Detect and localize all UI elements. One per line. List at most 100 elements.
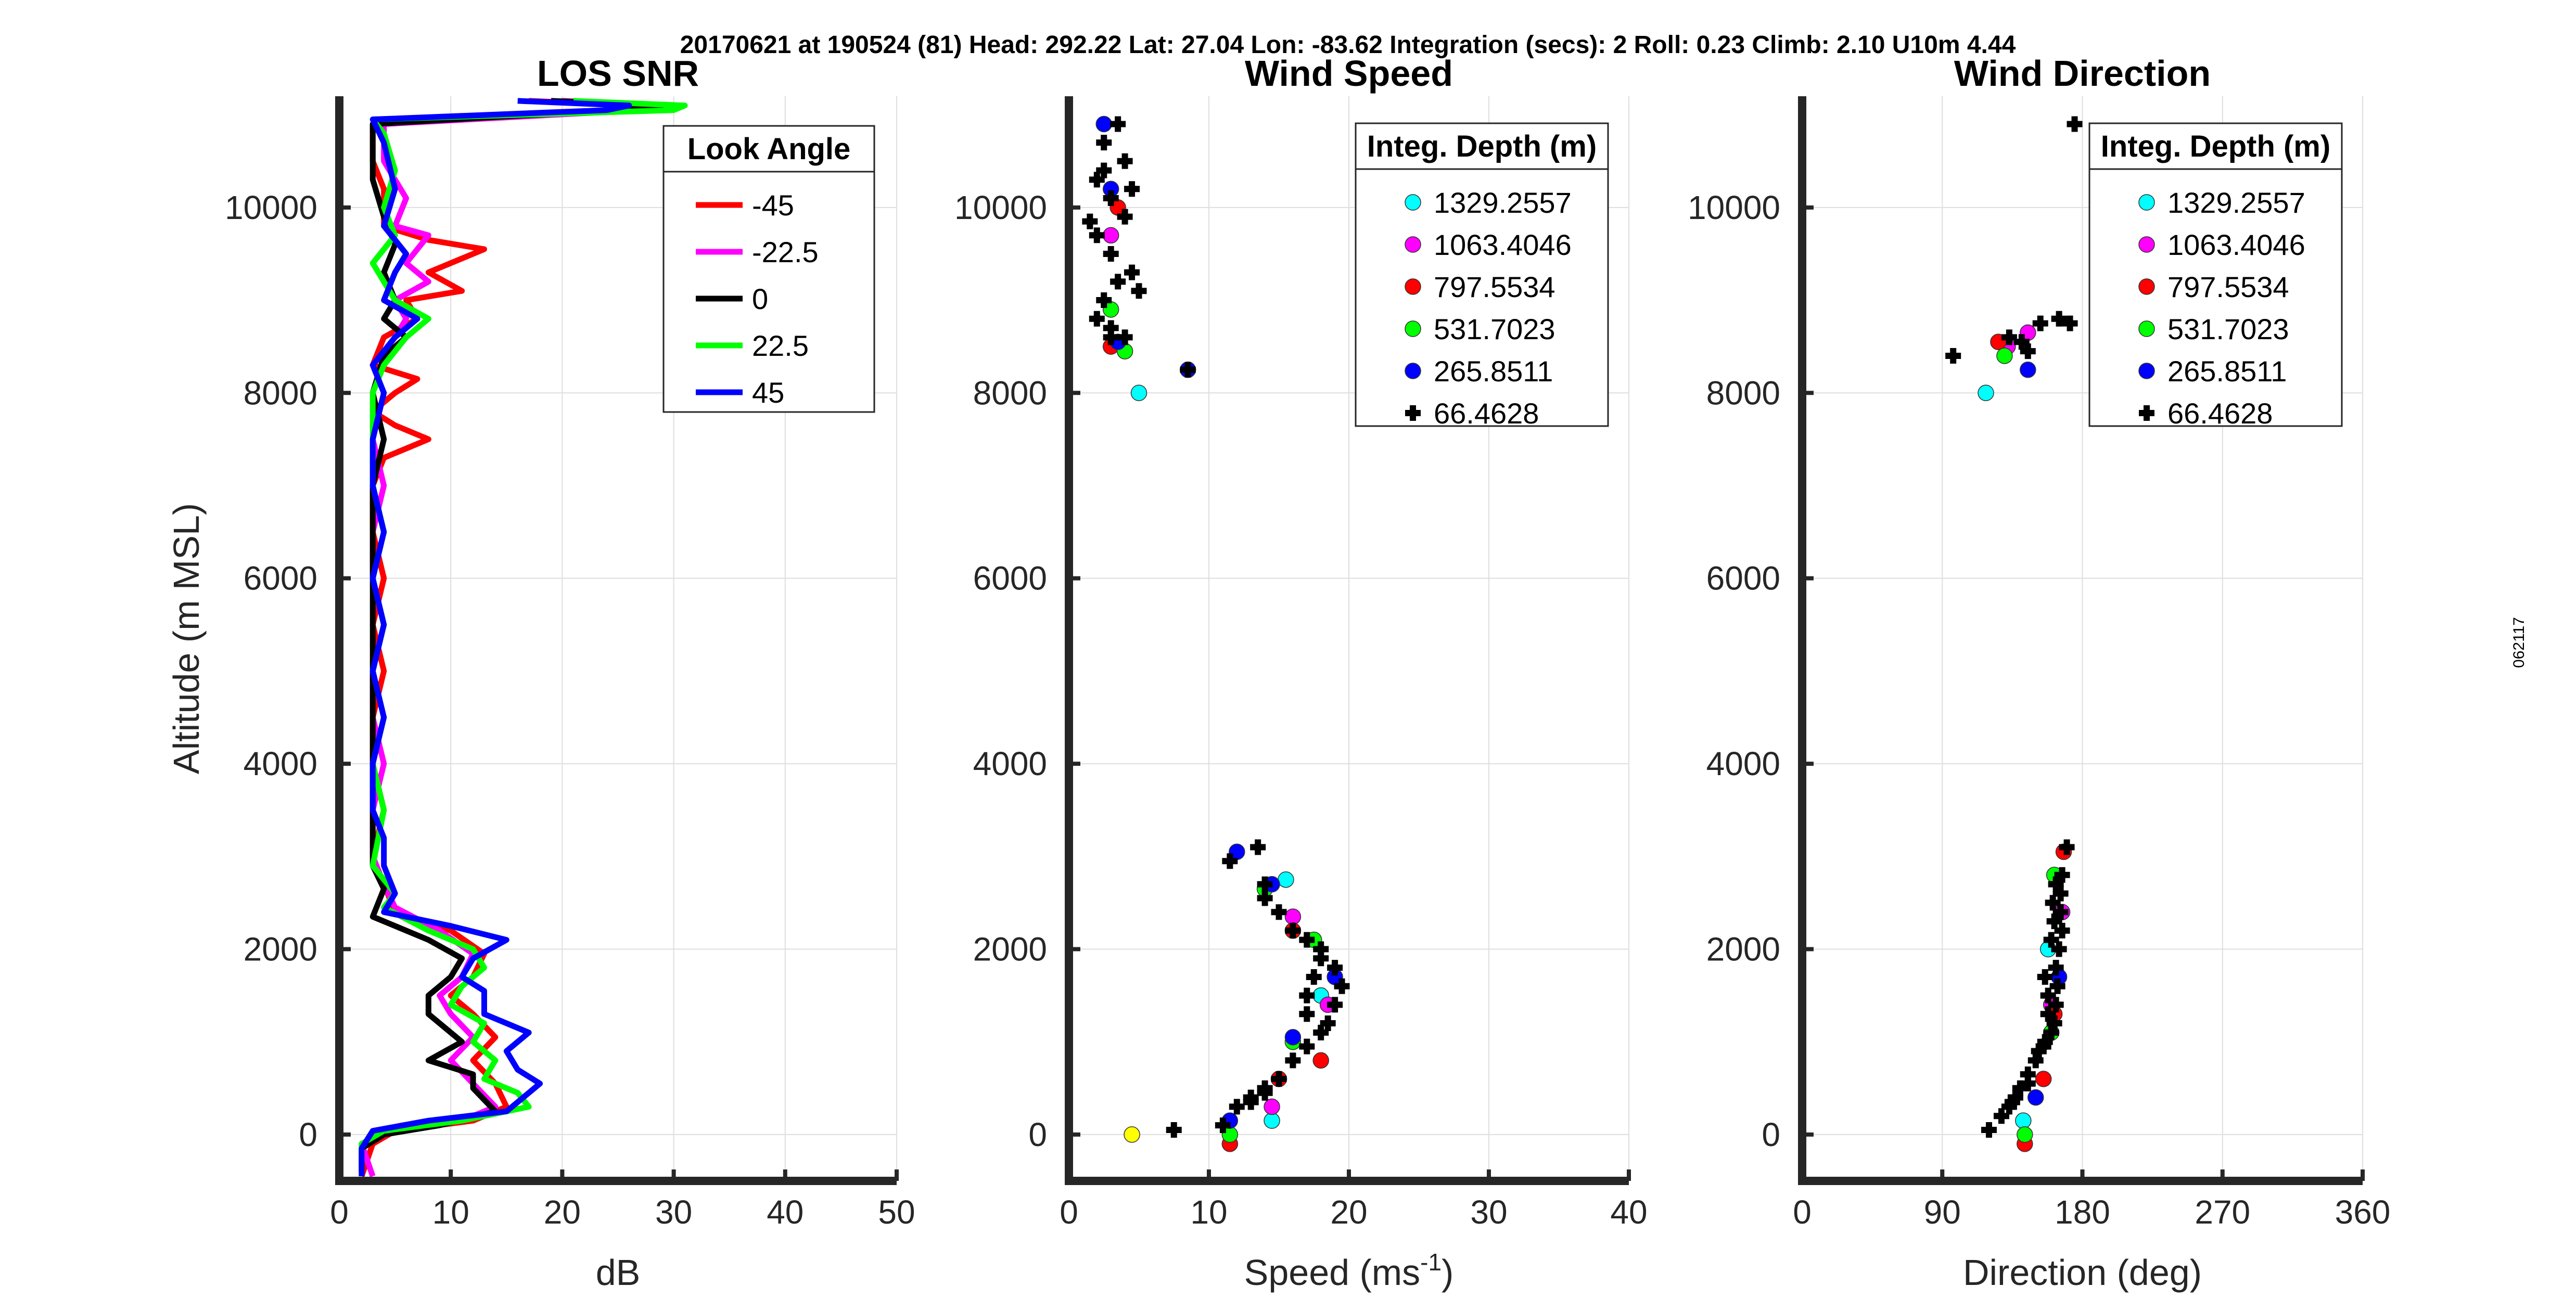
speed-series (1082, 115, 1350, 1152)
direction-legend-label: 1063.4046 (2167, 228, 2305, 261)
speed-point-66.4628 (1180, 362, 1196, 378)
direction-point-66.4628 (2004, 1094, 2020, 1110)
speed-legend-label: 797.5534 (1434, 271, 1555, 303)
snr-panel: 0 10 20 30 40 50 0 2000 4000 6000 8000 10000 LOS SNR… (166, 53, 915, 1293)
speed-point-66.4628 (1313, 1024, 1329, 1040)
speed-point-66.4628 (1334, 978, 1350, 994)
direction-legend-swatch (2139, 405, 2154, 421)
speed-point-265.8511 (1095, 115, 1112, 133)
speed-point-797.5534 (1312, 1052, 1329, 1069)
direction-point-66.4628 (2001, 329, 2017, 345)
direction-legend-title: Integ. Depth (m) (2101, 130, 2330, 163)
speed-ticks: 0 10 20 30 40 0 2000 4000 6000 8000 10000 (954, 189, 1648, 1231)
direction-point-66.4628 (2048, 876, 2064, 892)
snr-line-45 (359, 98, 632, 1177)
speed-point-66.4628 (1271, 1071, 1287, 1087)
direction-legend-label: 531.7023 (2167, 313, 2289, 345)
snr-ticks: 0 10 20 30 40 50 0 2000 4000 6000 8000 10000 (225, 189, 915, 1231)
speed-point-1063.4046 (1102, 227, 1119, 244)
speed-point-66.4628 (1117, 329, 1133, 345)
speed-point-1329.2557 (1278, 871, 1294, 888)
direction-point-797.5534 (2035, 1071, 2052, 1087)
direction-xtick-label: 0 (1793, 1193, 1812, 1231)
direction-point-66.4628 (2062, 315, 2078, 331)
speed-point-1329.2557 (1130, 384, 1147, 402)
snr-legend-label: -22.5 (752, 236, 819, 268)
direction-point-66.4628 (2054, 922, 2070, 938)
speed-ytick-label: 6000 (973, 560, 1047, 597)
speed-legend-swatch (1405, 320, 1421, 337)
speed-point-66.4628 (1271, 904, 1287, 920)
direction-ytick-label: 6000 (1706, 560, 1780, 597)
speed-legend-label: 531.7023 (1434, 313, 1555, 345)
speed-point-66.4628 (1096, 292, 1112, 308)
direction-legend-swatch (2138, 320, 2155, 337)
direction-ytick-label: 10000 (1688, 189, 1780, 226)
speed-point-66.4628 (1082, 213, 1098, 229)
speed-point-66.4628 (1257, 1080, 1273, 1096)
speed-point-66.4628 (1257, 876, 1273, 892)
speed-point-66.4628 (1306, 969, 1322, 985)
speed-point-66.4628 (1257, 890, 1273, 906)
direction-point-66.4628 (2020, 343, 2036, 359)
direction-point-66.4628 (1993, 1108, 2009, 1124)
direction-panel: 0 90 180 270 360 0 2000 4000 6000 8000 10000 Wind D… (1688, 53, 2390, 1293)
direction-point-265.8511 (2027, 1089, 2044, 1106)
speed-point-66.4628 (1229, 1099, 1245, 1115)
speed-ytick-label: 2000 (973, 930, 1047, 968)
speed-point-66.4628 (1327, 997, 1343, 1013)
speed-point-1063.4046 (1264, 1098, 1280, 1115)
direction-legend-label: 265.8511 (2167, 355, 2287, 388)
direction-ticks: 0 90 180 270 360 0 2000 4000 6000 8000 10000 (1688, 189, 2390, 1231)
direction-point-66.4628 (2046, 1015, 2062, 1032)
direction-legend-label: 1329.2557 (2167, 186, 2305, 219)
speed-legend-swatch (1405, 278, 1421, 295)
direction-point-66.4628 (2059, 839, 2075, 855)
snr-legend-title: Look Angle (687, 132, 851, 166)
speed-xtick-label: 20 (1330, 1193, 1367, 1231)
speed-point-1329.2557 (1264, 1112, 1280, 1129)
direction-point-66.4628 (2013, 334, 2030, 350)
speed-legend-swatch (1405, 236, 1421, 253)
direction-point-66.4628 (2045, 895, 2061, 911)
speed-point-66.4628 (1299, 1038, 1315, 1054)
snr-ytick-label: 8000 (244, 374, 317, 411)
direction-point-66.4628 (2052, 885, 2069, 902)
direction-point-66.4628 (2048, 997, 2064, 1013)
speed-point-66.4628 (1117, 209, 1133, 225)
snr-ylabel: Altitude (m MSL) (166, 503, 207, 774)
speed-point-1063.4046 (1284, 908, 1302, 925)
speed-point-66.4628 (1110, 116, 1126, 132)
snr-legend-label: -45 (752, 189, 794, 222)
direction-legend: Integ. Depth (m) 1329.2557 1063.4046 797.55… (2088, 122, 2343, 430)
direction-legend-swatch (2138, 278, 2155, 295)
snr-legend-label: 22.5 (752, 329, 809, 362)
snr-xlabel-text: dB (596, 1252, 641, 1293)
speed-point-66.4628 (1285, 922, 1301, 938)
speed-ytick-label: 10000 (954, 189, 1047, 226)
direction-legend-swatch (2138, 194, 2155, 211)
direction-grid (1802, 96, 2363, 1181)
direction-point-66.4628 (2051, 311, 2067, 327)
direction-legend-label: 797.5534 (2167, 271, 2289, 303)
snr-legend-box (662, 125, 875, 413)
direction-point-66.4628 (2054, 867, 2070, 883)
speed-legend: Integ. Depth (m) 1329.2557 1063.4046 797.55… (1355, 122, 1609, 430)
speed-legend-box (1355, 122, 1609, 427)
speed-point-66.4628 (1117, 153, 1133, 169)
speed-ytick-label: 8000 (973, 374, 1047, 411)
direction-point-66.4628 (2067, 116, 2083, 132)
direction-point-66.4628 (2040, 1006, 2056, 1022)
direction-point-66.4628 (1945, 348, 1961, 364)
speed-legend-swatch (1405, 363, 1421, 379)
speed-point-66.4628 (1285, 1052, 1301, 1069)
direction-xlabel-text: Direction (deg) (1963, 1252, 2202, 1293)
snr-title: LOS SNR (537, 53, 699, 94)
speed-title: Wind Speed (1245, 53, 1453, 94)
snr-ytick-label: 0 (299, 1116, 317, 1153)
speed-point-66.4628 (1089, 227, 1105, 243)
speed-point-66.4628 (1096, 135, 1112, 151)
snr-xtick-label: 20 (544, 1193, 581, 1231)
speed-xtick-label: 40 (1610, 1193, 1647, 1231)
